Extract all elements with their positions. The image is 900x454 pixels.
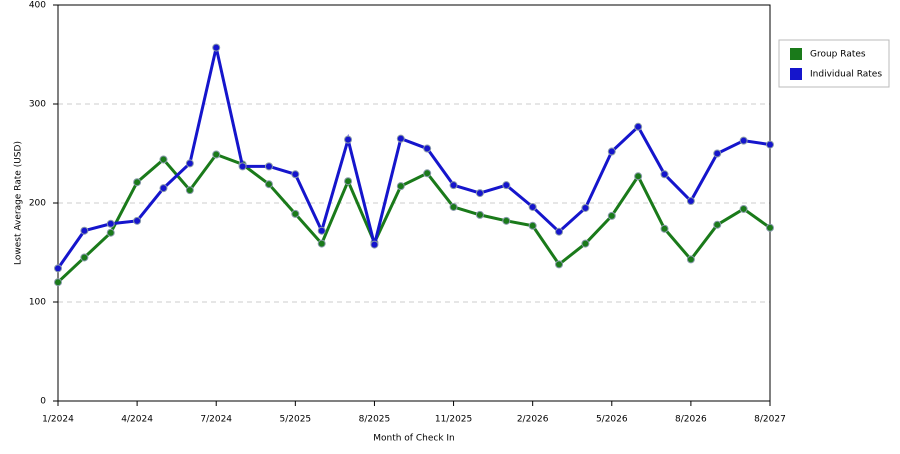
y-tick-label: 400 — [29, 1, 46, 11]
data-point — [634, 172, 643, 181]
data-point — [185, 159, 194, 168]
data-point — [80, 253, 89, 262]
data-point — [159, 184, 168, 193]
y-tick-label: 200 — [29, 199, 46, 209]
x-tick-label: 1/2024 — [42, 415, 74, 425]
x-axis-label: Month of Check In — [373, 434, 455, 444]
data-point — [212, 150, 221, 159]
x-tick-label: 5/2026 — [596, 415, 628, 425]
plot-frame — [57, 4, 771, 402]
data-point — [686, 197, 695, 206]
data-point — [54, 278, 62, 287]
data-point — [344, 135, 353, 144]
data-point — [739, 204, 748, 213]
y-tick-label: 300 — [29, 100, 46, 110]
y-tick-label: 0 — [40, 397, 46, 407]
data-point — [502, 181, 511, 190]
data-point — [555, 260, 564, 269]
legend-label: Individual Rates — [810, 70, 882, 80]
y-axis-label: Lowest Average Rate (USD) — [14, 141, 24, 265]
x-tick-label: 7/2024 — [200, 415, 232, 425]
data-point — [766, 140, 774, 149]
data-point — [766, 223, 774, 232]
data-point — [739, 136, 748, 145]
data-point — [713, 149, 722, 158]
data-point — [133, 178, 142, 187]
data-point — [106, 219, 115, 228]
x-tick-label: 8/2027 — [754, 415, 786, 425]
data-point — [212, 43, 221, 52]
data-point — [344, 177, 353, 186]
data-point — [660, 224, 669, 233]
data-point — [370, 240, 379, 249]
data-point — [396, 134, 405, 143]
x-tick-label: 2/2026 — [517, 415, 549, 425]
data-point — [449, 202, 458, 211]
data-point — [423, 169, 432, 178]
y-tick-label: 100 — [29, 298, 46, 308]
data-point — [581, 203, 590, 212]
data-point — [423, 144, 432, 153]
x-tick-label: 11/2025 — [435, 415, 472, 425]
data-point — [159, 155, 168, 164]
data-point — [634, 122, 643, 131]
legend-swatch — [790, 48, 802, 60]
data-point — [291, 170, 300, 179]
data-point — [238, 162, 247, 171]
data-point — [660, 170, 669, 179]
data-point — [291, 209, 300, 218]
data-point — [264, 180, 273, 189]
data-point — [475, 210, 484, 219]
x-tick-label: 8/2025 — [359, 415, 391, 425]
data-point — [555, 227, 564, 236]
data-point — [686, 255, 695, 264]
data-point — [133, 216, 142, 225]
data-point — [607, 211, 616, 220]
data-point — [317, 226, 326, 235]
data-point — [528, 221, 537, 230]
data-point — [317, 239, 326, 248]
series-line — [56, 47, 771, 270]
data-point — [396, 182, 405, 191]
data-point — [264, 162, 273, 171]
x-tick-label: 5/2025 — [279, 415, 311, 425]
data-point — [475, 189, 484, 198]
data-point — [106, 228, 115, 237]
x-tick-label: 8/2026 — [675, 415, 707, 425]
data-point — [185, 186, 194, 195]
legend-swatch — [790, 68, 802, 80]
x-tick-label: 4/2024 — [121, 415, 153, 425]
data-point — [713, 220, 722, 229]
data-point — [80, 226, 89, 235]
data-point — [607, 147, 616, 156]
data-point — [528, 202, 537, 211]
legend-label: Group Rates — [810, 50, 866, 60]
data-point — [449, 181, 458, 190]
data-point — [581, 239, 590, 248]
data-point — [502, 216, 511, 225]
data-point — [54, 264, 62, 273]
